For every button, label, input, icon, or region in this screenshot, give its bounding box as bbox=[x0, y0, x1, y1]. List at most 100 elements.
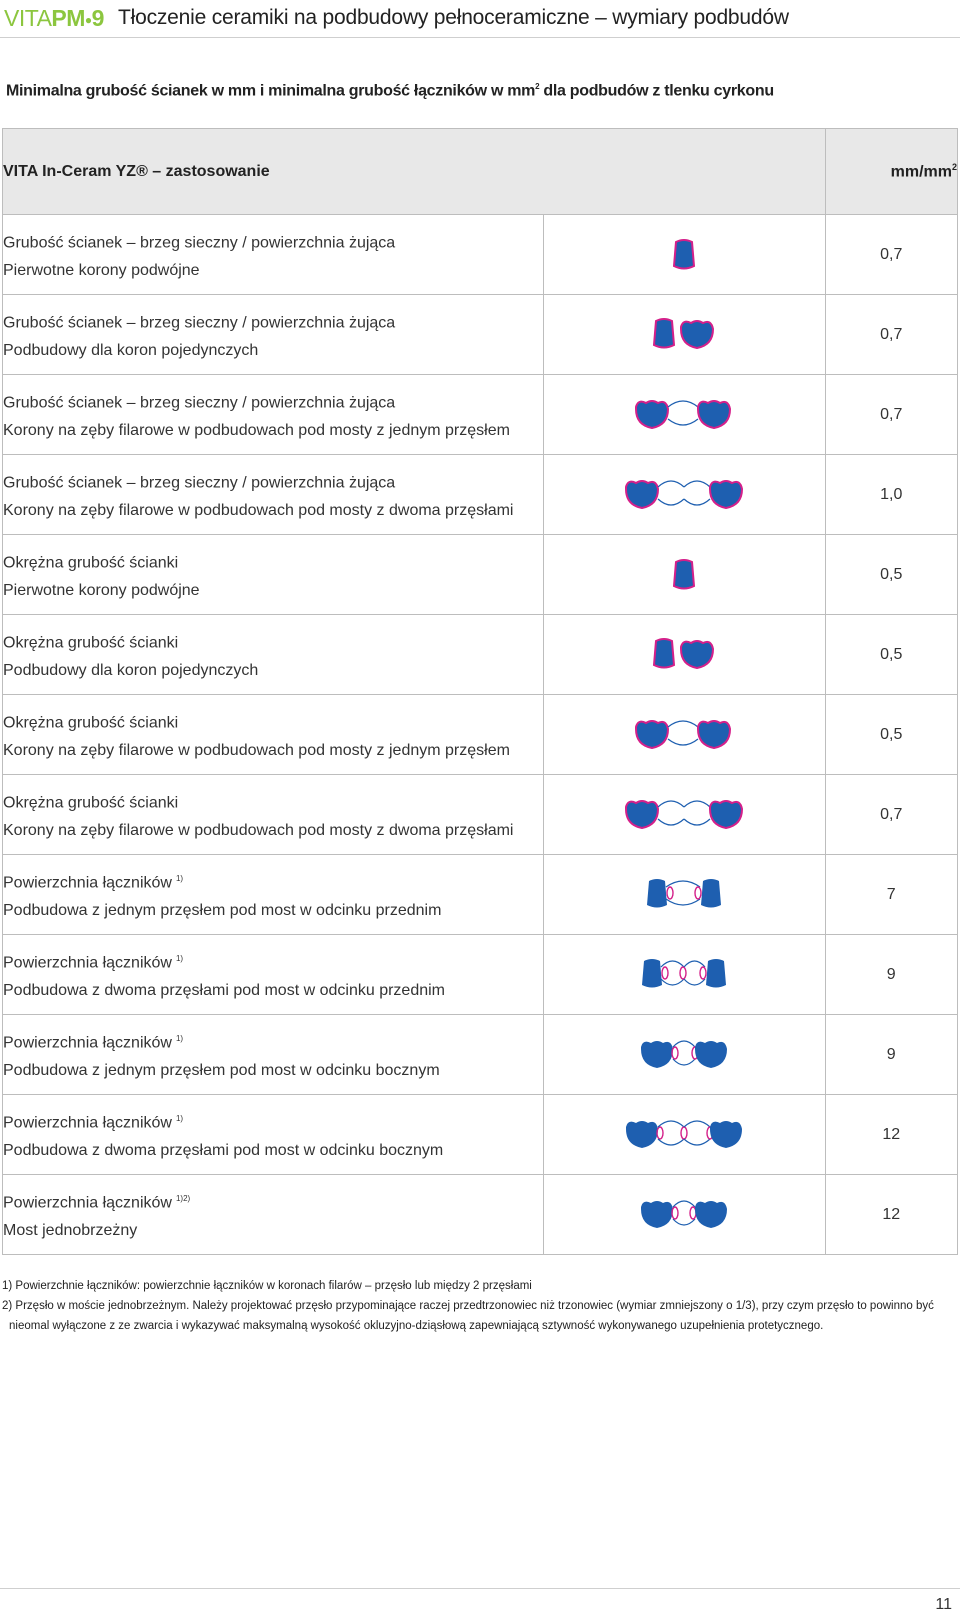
table-header-row: VITA In-Ceram YZ® – zastosowanie mm/mm2 bbox=[2, 128, 959, 215]
table-row: Grubość ścianek – brzeg sieczny / powier… bbox=[1, 214, 959, 295]
row-line2: Most jednobrzeżny bbox=[3, 1221, 138, 1239]
row-footnote-ref: 1) bbox=[175, 1034, 184, 1044]
row-line2: Korony na zęby filarowe w podbudowach po… bbox=[3, 821, 514, 839]
row-line2: Podbudowa z dwoma przęsłami pod most w o… bbox=[3, 981, 445, 999]
logo-dot: ● bbox=[84, 12, 92, 27]
caption-rest: dla podbudów z tlenku cyrkonu bbox=[539, 82, 774, 100]
row-line1: Powierzchnia łączników bbox=[3, 1034, 172, 1052]
table-row: Okrężna grubość ścianki Pierwotne korony … bbox=[1, 534, 959, 615]
row-value: 7 bbox=[824, 854, 959, 935]
logo-number: 9 bbox=[91, 5, 105, 31]
two-crowns-icon bbox=[543, 614, 826, 695]
row-line1: Powierzchnia łączników bbox=[3, 1194, 172, 1212]
row-description: Grubość ścianek – brzeg sieczny / powier… bbox=[1, 214, 545, 295]
row-value: 1,0 bbox=[824, 454, 959, 535]
row-line1: Grubość ścianek – brzeg sieczny / powier… bbox=[3, 314, 396, 332]
row-description: Grubość ścianek – brzeg sieczny / powier… bbox=[1, 374, 545, 455]
table-row: Okrężna grubość ścianki Korony na zęby fi… bbox=[1, 774, 959, 855]
row-footnote-ref: 1) bbox=[175, 1114, 184, 1124]
unit-header-text: mm/mm bbox=[890, 163, 952, 181]
application-header: VITA In-Ceram YZ® – zastosowanie bbox=[2, 128, 826, 215]
row-description: Grubość ścianek – brzeg sieczny / powier… bbox=[1, 454, 545, 535]
row-value: 0,7 bbox=[824, 374, 959, 455]
row-line1: Powierzchnia łączników bbox=[3, 874, 172, 892]
page-number: 11 bbox=[935, 1596, 952, 1613]
anterior-bridge-two-pontics-icon bbox=[543, 934, 826, 1015]
table-row: Powierzchnia łączników 1)2) Most jednobrze… bbox=[1, 1174, 959, 1255]
row-footnote-ref: 1)2) bbox=[175, 1194, 191, 1204]
row-description: Okrężna grubość ścianki Podbudowy dla kor… bbox=[1, 614, 545, 695]
row-line2: Podbudowa z dwoma przęsłami pod most w o… bbox=[3, 1141, 444, 1159]
bridge-one-pontic-icon bbox=[543, 694, 826, 775]
row-line2: Podbudowy dla koron pojedynczych bbox=[3, 661, 259, 679]
row-description: Powierzchnia łączników 1)2) Most jednobrze… bbox=[1, 1174, 545, 1255]
table-caption: Minimalna grubość ścianek w mm i minimal… bbox=[6, 82, 774, 100]
footnote-2: 2) Przęsło w moście jednobrzeżnym. Należ… bbox=[2, 1300, 934, 1332]
row-value: 9 bbox=[824, 1014, 959, 1095]
row-footnote-ref: 1) bbox=[175, 954, 184, 964]
table-row: Powierzchnia łączników 1) Podbudowa z dwom… bbox=[1, 1094, 959, 1175]
document-title: Tłoczenie ceramiki na podbudowy pełnocer… bbox=[118, 6, 789, 29]
application-header-text: VITA In-Ceram YZ® – zastosowanie bbox=[3, 162, 270, 180]
row-line1: Powierzchnia łączników bbox=[3, 1114, 172, 1132]
row-line2: Korony na zęby filarowe w podbudowach po… bbox=[3, 741, 510, 759]
row-description: Powierzchnia łączników 1) Podbudowa z jedn… bbox=[1, 854, 545, 935]
row-value: 0,7 bbox=[824, 294, 959, 375]
posterior-bridge-one-pontic-icon bbox=[543, 1014, 826, 1095]
row-line1: Grubość ścianek – brzeg sieczny / powier… bbox=[3, 234, 396, 252]
posterior-bridge-two-pontics-icon bbox=[543, 1094, 826, 1175]
row-value: 0,7 bbox=[824, 214, 959, 295]
table-row: Grubość ścianek – brzeg sieczny / powier… bbox=[1, 454, 959, 535]
row-value: 0,5 bbox=[824, 614, 959, 695]
vita-pm9-logo: VITAPM●9 bbox=[4, 4, 104, 34]
table-row: Grubość ścianek – brzeg sieczny / powier… bbox=[1, 374, 959, 455]
row-line2: Pierwotne korony podwójne bbox=[3, 261, 200, 279]
row-line1: Okrężna grubość ścianki bbox=[3, 714, 179, 732]
row-line1: Powierzchnia łączników bbox=[3, 954, 172, 972]
row-description: Okrężna grubość ścianki Korony na zęby fi… bbox=[1, 774, 545, 855]
anterior-bridge-one-pontic-icon bbox=[543, 854, 826, 935]
row-description: Powierzchnia łączników 1) Podbudowa z dwom… bbox=[1, 934, 545, 1015]
row-line1: Okrężna grubość ścianki bbox=[3, 634, 179, 652]
dimensions-table: VITA In-Ceram YZ® – zastosowanie mm/mm2 … bbox=[1, 128, 959, 1255]
row-line2: Korony na zęby filarowe w podbudowach po… bbox=[3, 421, 510, 439]
two-crowns-icon bbox=[543, 294, 826, 375]
row-value: 9 bbox=[824, 934, 959, 1015]
row-description: Okrężna grubość ścianki Pierwotne korony … bbox=[1, 534, 545, 615]
footnote-1: 1) Powierzchnie łączników: powierzchnie … bbox=[2, 1280, 532, 1292]
row-line1: Okrężna grubość ścianki bbox=[3, 794, 179, 812]
single-crown-icon bbox=[543, 214, 826, 295]
table-row: Okrężna grubość ścianki Podbudowy dla kor… bbox=[1, 614, 959, 695]
table-row: Okrężna grubość ścianki Korony na zęby fi… bbox=[1, 694, 959, 775]
unit-header-sup: 2 bbox=[951, 161, 957, 172]
row-value: 0,7 bbox=[824, 774, 959, 855]
table-row: Powierzchnia łączników 1) Podbudowa z jedn… bbox=[1, 854, 959, 935]
bridge-one-pontic-icon bbox=[543, 374, 826, 455]
cantilever-bridge-icon bbox=[543, 1174, 826, 1255]
single-crown-icon bbox=[543, 534, 826, 615]
caption-text: Minimalna grubość ścianek w mm i minimal… bbox=[6, 82, 536, 100]
logo-pm: PM bbox=[51, 5, 85, 31]
row-value: 12 bbox=[824, 1094, 959, 1175]
row-description: Grubość ścianek – brzeg sieczny / powier… bbox=[1, 294, 545, 375]
unit-header: mm/mm2 bbox=[824, 128, 959, 215]
row-line2: Pierwotne korony podwójne bbox=[3, 581, 200, 599]
row-description: Okrężna grubość ścianki Korony na zęby fi… bbox=[1, 694, 545, 775]
row-description: Powierzchnia łączników 1) Podbudowa z jedn… bbox=[1, 1014, 545, 1095]
row-description: Powierzchnia łączników 1) Podbudowa z dwom… bbox=[1, 1094, 545, 1175]
row-line1: Grubość ścianek – brzeg sieczny / powier… bbox=[3, 474, 396, 492]
row-line2: Podbudowy dla koron pojedynczych bbox=[3, 341, 259, 359]
row-value: 0,5 bbox=[824, 694, 959, 775]
row-line2: Korony na zęby filarowe w podbudowach po… bbox=[3, 501, 514, 519]
row-value: 0,5 bbox=[824, 534, 959, 615]
logo-vita: VITA bbox=[4, 5, 52, 31]
row-line2: Podbudowa z jednym przęsłem pod most w o… bbox=[3, 901, 442, 919]
row-value: 12 bbox=[824, 1174, 959, 1255]
row-line1: Grubość ścianek – brzeg sieczny / powier… bbox=[3, 394, 396, 412]
header-divider bbox=[0, 37, 960, 38]
footnotes: 1) Powierzchnie łączników: powierzchnie … bbox=[2, 1276, 942, 1336]
row-line2: Podbudowa z jednym przęsłem pod most w o… bbox=[3, 1061, 440, 1079]
row-footnote-ref: 1) bbox=[175, 874, 184, 884]
bridge-two-pontics-icon bbox=[543, 774, 826, 855]
footer-divider bbox=[0, 1588, 960, 1589]
